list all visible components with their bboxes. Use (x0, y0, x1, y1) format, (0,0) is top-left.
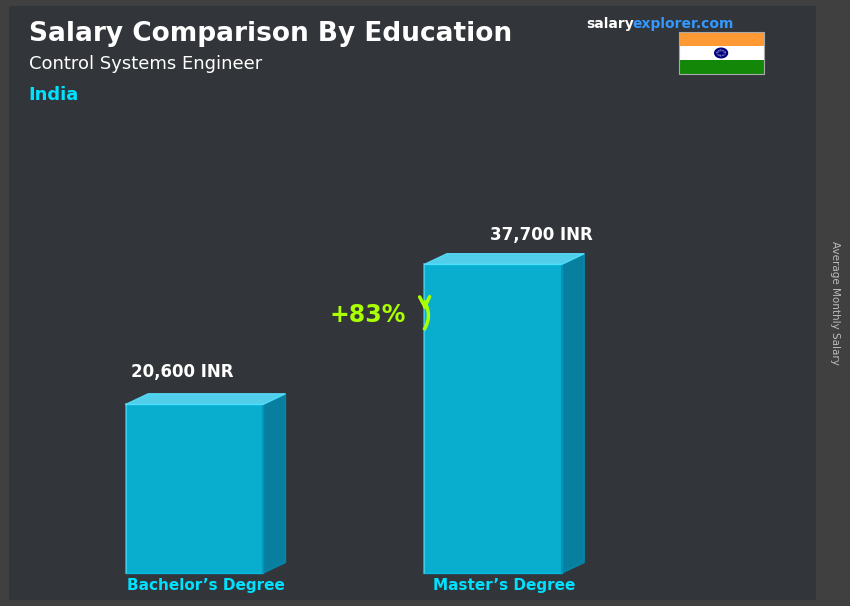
Polygon shape (263, 394, 286, 573)
Polygon shape (126, 404, 263, 573)
Polygon shape (424, 254, 584, 264)
Text: Bachelor’s Degree: Bachelor’s Degree (127, 578, 285, 593)
Text: Master’s Degree: Master’s Degree (434, 578, 575, 593)
Bar (678, 32, 763, 75)
Text: salary: salary (586, 17, 633, 31)
Bar (678, 60, 763, 75)
Text: 37,700 INR: 37,700 INR (490, 225, 592, 244)
Polygon shape (424, 264, 562, 573)
Text: explorer.com: explorer.com (632, 17, 734, 31)
Text: 20,600 INR: 20,600 INR (131, 363, 234, 381)
Polygon shape (126, 394, 286, 404)
Text: India: India (29, 86, 79, 104)
Bar (678, 32, 763, 46)
Text: Salary Comparison By Education: Salary Comparison By Education (29, 21, 512, 47)
Text: Average Monthly Salary: Average Monthly Salary (830, 241, 840, 365)
Text: +83%: +83% (330, 304, 406, 327)
Bar (678, 46, 763, 60)
Polygon shape (562, 254, 584, 573)
Text: Control Systems Engineer: Control Systems Engineer (29, 55, 262, 73)
